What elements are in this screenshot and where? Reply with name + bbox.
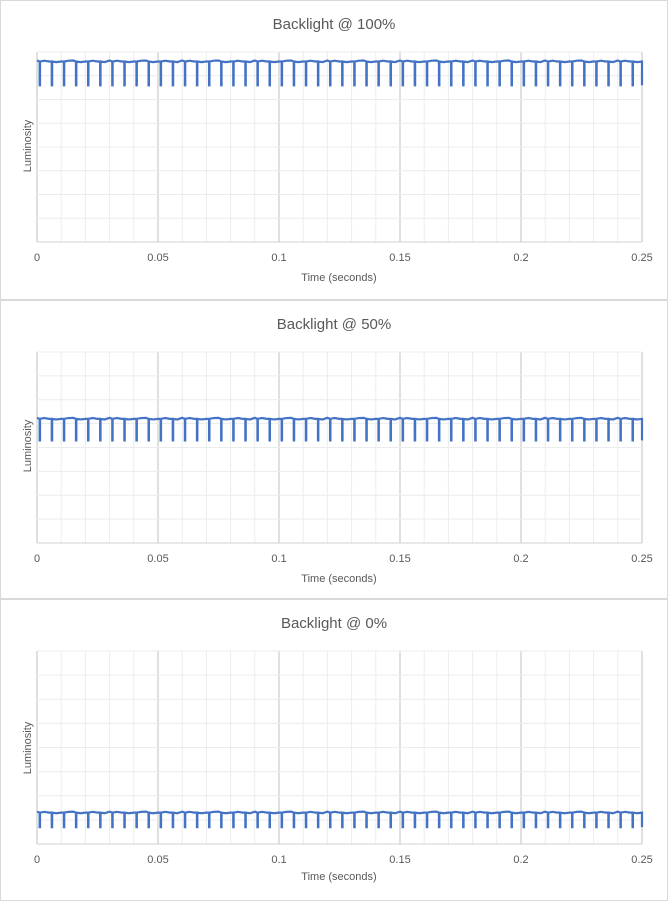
x-tick-label: 0.15 <box>389 553 410 565</box>
x-axis-label: Time (seconds) <box>301 573 376 585</box>
x-tick-label: 0.05 <box>147 854 168 866</box>
x-tick-label: 0 <box>34 252 40 264</box>
y-axis-label: Luminosity <box>22 419 34 472</box>
x-tick-label: 0.25 <box>631 553 652 565</box>
x-tick-label: 0.05 <box>147 553 168 565</box>
x-tick-label: 0.2 <box>513 553 528 565</box>
chart-backlight-50: Backlight @ 50% 0 0.05 0.1 0.15 0.2 0.25 Time… <box>22 316 653 585</box>
x-tick-label: 0.1 <box>271 553 286 565</box>
chart-title: Backlight @ 50% <box>277 316 391 333</box>
x-tick-labels: 0 0.05 0.1 0.15 0.2 0.25 <box>34 252 653 264</box>
x-tick-label: 0.25 <box>631 252 652 264</box>
x-axis-label: Time (seconds) <box>301 871 376 883</box>
chart-title: Backlight @ 0% <box>281 615 387 632</box>
chart-panel-backlight-50: Backlight @ 50% 0 0.05 0.1 0.15 0.2 0.25 Time… <box>0 300 668 599</box>
y-axis-label: Luminosity <box>22 721 34 774</box>
x-tick-label: 0.2 <box>513 252 528 264</box>
chart-backlight-0: Backlight @ 0% 0 0.05 0.1 0.15 0.2 0.25 Time … <box>22 615 653 883</box>
x-tick-labels: 0 0.05 0.1 0.15 0.2 0.25 <box>34 553 653 565</box>
luminosity-line <box>36 810 644 829</box>
horizontal-gridlines <box>37 351 642 544</box>
x-tick-label: 0.15 <box>389 252 410 264</box>
x-tick-label: 0 <box>34 854 40 866</box>
horizontal-gridlines <box>37 650 642 845</box>
x-axis-label: Time (seconds) <box>301 272 376 284</box>
x-tick-label: 0.1 <box>271 854 286 866</box>
luminosity-series <box>36 810 644 829</box>
x-tick-label: 0.05 <box>147 252 168 264</box>
chart-title: Backlight @ 100% <box>273 16 396 33</box>
x-tick-label: 0.25 <box>631 854 652 866</box>
horizontal-gridlines <box>37 51 642 243</box>
luminosity-line <box>36 59 644 87</box>
luminosity-series <box>36 59 644 87</box>
luminosity-series <box>36 416 644 442</box>
chart-backlight-100: Backlight @ 100% 0 0.05 0.1 0.15 0.2 0.25 Tim… <box>22 16 653 284</box>
x-tick-label: 0.15 <box>389 854 410 866</box>
luminosity-line <box>36 416 644 442</box>
chart-panel-backlight-100: Backlight @ 100% 0 0.05 0.1 0.15 0.2 0.25 Tim… <box>0 0 668 300</box>
x-tick-label: 0 <box>34 553 40 565</box>
y-axis-label: Luminosity <box>22 119 34 172</box>
chart-panel-backlight-0: Backlight @ 0% 0 0.05 0.1 0.15 0.2 0.25 Time … <box>0 599 668 901</box>
x-tick-label: 0.1 <box>271 252 286 264</box>
x-tick-labels: 0 0.05 0.1 0.15 0.2 0.25 <box>34 854 653 866</box>
x-tick-label: 0.2 <box>513 854 528 866</box>
